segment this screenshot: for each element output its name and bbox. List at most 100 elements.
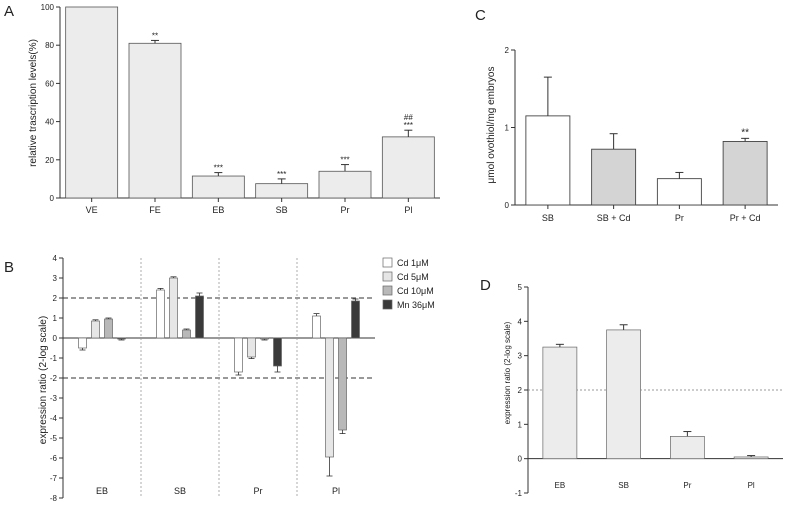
panel-b-x-tick-label: Pl <box>332 486 340 496</box>
panel-a-bar <box>381 136 435 199</box>
panel-d-y-axis-label: expression ratio (2-log scale) <box>503 321 512 424</box>
panel-a-bar <box>65 6 119 199</box>
panel-a-x-tick-label: Pr <box>341 205 350 215</box>
panel-b-y-tick-label: -6 <box>50 454 58 463</box>
panel-d-x-tick-label: EB <box>555 481 566 490</box>
panel-b-y-tick-label: -1 <box>50 354 58 363</box>
panel-b: B -8 -7 -6 -5 -4 -3 -2 -1 0 1 2 3 4 EB SB Pr Pl Cd 1μM Cd … <box>4 254 435 503</box>
panel-b-bar <box>338 337 347 431</box>
panel-b-legend-swatch <box>382 271 393 282</box>
panel-b-x-tick-label: SB <box>174 486 186 496</box>
panel-d-label: D <box>480 277 491 294</box>
panel-b-y-tick-label: -3 <box>50 394 58 403</box>
panel-a-bar <box>128 42 182 199</box>
panel-b-bar <box>169 277 178 339</box>
panel-b-bar <box>273 337 282 367</box>
panel-c-bar <box>591 148 637 206</box>
panel-b-x-tick-label: Pr <box>254 486 263 496</box>
panel-c-bar <box>525 115 571 206</box>
panel-a-y-tick-label: 40 <box>45 118 54 127</box>
panel-b-bar <box>351 300 360 339</box>
panel-d: D -1 0 1 2 3 4 5 EB SB Pr Pl expression ratio (2-l… <box>480 277 783 498</box>
panel-b-y-tick-label: -4 <box>50 414 58 423</box>
panel-b-y-tick-label: 0 <box>53 334 58 343</box>
panel-c-chart: 0 1 2 SB SB + Cd Pr ** Pr + Cd <box>505 46 778 223</box>
panel-b-legend-label: Cd 1μM <box>397 258 429 268</box>
panel-b-legend-label: Cd 10μM <box>397 286 434 296</box>
panel-c-y-tick-label: 0 <box>505 201 510 210</box>
panel-b-y-tick-label: 3 <box>53 274 58 283</box>
panel-b-bar <box>117 337 126 340</box>
panel-a-x-tick-label: EB <box>212 205 224 215</box>
panel-d-chart: -1 0 1 2 3 4 5 EB SB Pr Pl <box>515 283 783 498</box>
panel-d-y-tick-label: -1 <box>515 489 523 498</box>
panel-d-y-tick-label: 5 <box>518 283 523 292</box>
panel-b-bar <box>91 320 100 339</box>
panel-b-bar <box>260 337 269 340</box>
panel-a-significance: *** <box>277 170 286 179</box>
panel-c-bar <box>722 140 768 206</box>
panel-a-y-tick-label: 100 <box>41 3 55 12</box>
panel-d-bar <box>606 329 641 460</box>
panel-c-significance: ** <box>741 127 749 138</box>
panel-d-y-tick-label: 2 <box>518 386 523 395</box>
panel-b-legend-swatch <box>382 257 393 268</box>
panel-c-y-axis-label: μmol ovothiol/mg embryos <box>486 67 497 184</box>
panel-d-bar <box>733 456 769 460</box>
panel-b-y-tick-label: 2 <box>53 294 58 303</box>
panel-d-x-tick-label: Pr <box>683 481 691 490</box>
panel-b-bar <box>156 289 165 339</box>
panel-d-x-tick-label: Pl <box>748 481 755 490</box>
panel-b-legend-label: Cd 5μM <box>397 272 429 282</box>
panel-b-y-tick-label: -8 <box>50 494 58 503</box>
panel-b-bar <box>312 315 321 339</box>
panel-b-legend-swatch <box>382 299 393 310</box>
panel-c-x-tick-label: SB <box>542 213 554 223</box>
panel-d-y-tick-label: 0 <box>518 455 523 464</box>
panel-b-y-tick-label: 4 <box>53 254 58 263</box>
panel-d-y-tick-label: 3 <box>518 352 523 361</box>
panel-b-bar <box>182 329 191 339</box>
panel-d-y-tick-label: 1 <box>518 420 523 429</box>
panel-c-label: C <box>475 7 486 24</box>
panel-b-y-tick-label: -5 <box>50 434 58 443</box>
panel-b-y-tick-label: -7 <box>50 474 58 483</box>
panel-b-bar <box>234 337 243 373</box>
panel-b-y-tick-label: 1 <box>53 314 58 323</box>
panel-b-bar <box>78 337 87 349</box>
panel-a-x-tick-label: FE <box>149 205 161 215</box>
panel-a: A 020406080100VE**FE***EB***SB***Pr##***… <box>4 3 440 215</box>
panel-c: C 0 1 2 SB SB + Cd Pr ** Pr + Cd μmol ovothiol/… <box>475 7 778 223</box>
panel-d-y-tick-label: 4 <box>518 317 523 326</box>
panel-b-bar <box>325 337 334 458</box>
panel-a-y-tick-label: 20 <box>45 156 54 165</box>
panel-a-x-tick-label: VE <box>86 205 98 215</box>
panel-a-y-tick-label: 0 <box>50 194 55 203</box>
panel-b-label: B <box>4 259 14 276</box>
panel-a-label: A <box>4 3 14 20</box>
panel-c-y-tick-label: 2 <box>505 46 510 55</box>
panel-a-bar <box>255 183 309 199</box>
panel-a-x-tick-label: Pl <box>404 205 412 215</box>
panel-c-y-tick-label: 1 <box>505 124 510 133</box>
panel-c-bar <box>656 178 702 206</box>
panel-a-y-tick-label: 60 <box>45 79 54 88</box>
panel-d-x-tick-label: SB <box>618 481 629 490</box>
panel-b-x-tick-label: EB <box>96 486 108 496</box>
panel-d-bar <box>670 436 705 460</box>
panel-b-chart: -8 -7 -6 -5 -4 -3 -2 -1 0 1 2 3 4 EB SB Pr Pl Cd 1μM Cd 5μ… <box>50 254 435 503</box>
panel-b-bar <box>195 295 204 339</box>
panel-a-bar <box>191 175 245 199</box>
panel-c-x-tick-label: Pr + Cd <box>730 213 761 223</box>
panel-a-y-axis-label: relative trascription levels(%) <box>28 39 39 167</box>
panel-b-bar <box>104 318 113 339</box>
panel-a-significance: ** <box>152 31 158 40</box>
panel-b-legend-swatch <box>382 285 393 296</box>
panel-c-x-tick-label: SB + Cd <box>597 213 631 223</box>
panel-a-x-tick-label: SB <box>276 205 288 215</box>
panel-a-y-tick-label: 80 <box>45 41 54 50</box>
panel-b-bar <box>247 337 256 358</box>
panel-a-significance: *** <box>214 164 223 173</box>
